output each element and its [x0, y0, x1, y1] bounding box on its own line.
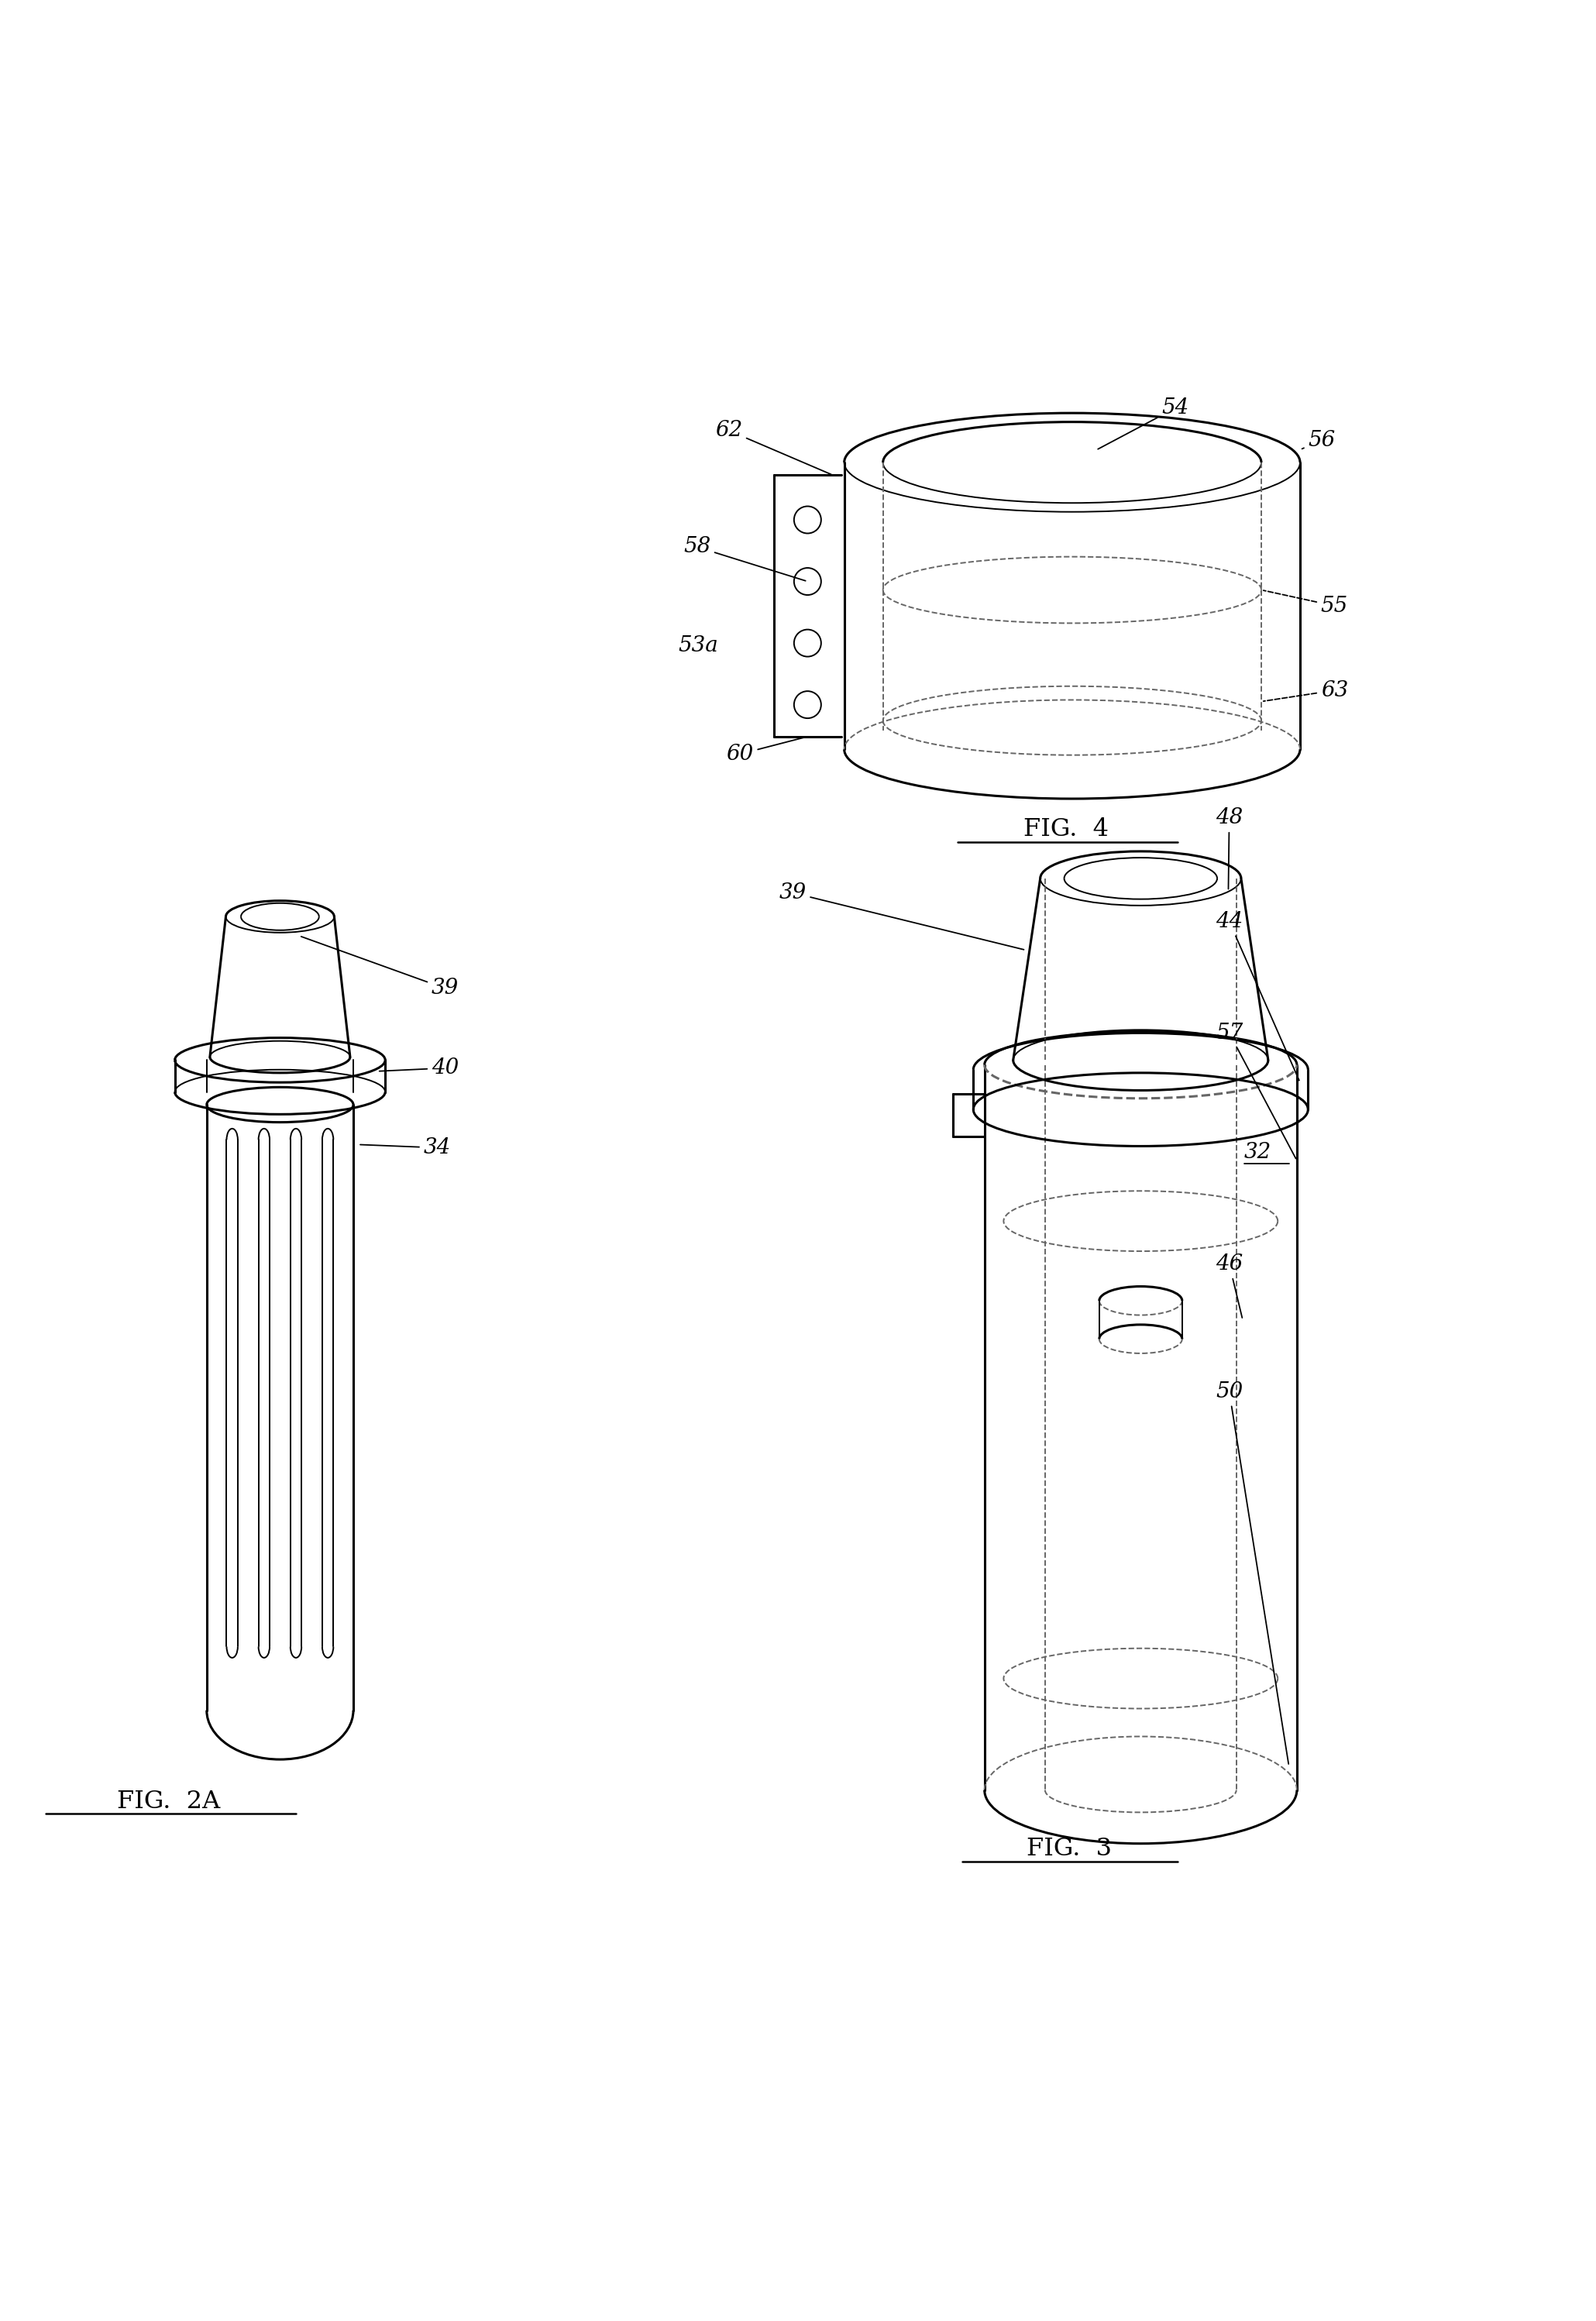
Text: 56: 56 [1302, 429, 1336, 450]
Text: 53a: 53a [678, 636, 718, 657]
Text: FIG.  3: FIG. 3 [1026, 1836, 1111, 1861]
Text: 34: 34 [361, 1137, 450, 1158]
Text: 50: 50 [1216, 1381, 1288, 1764]
Text: 44: 44 [1216, 910, 1299, 1082]
Text: 57: 57 [1216, 1024, 1296, 1158]
Text: 32: 32 [1245, 1142, 1272, 1163]
Text: 58: 58 [683, 536, 806, 580]
Text: 54: 54 [1098, 397, 1189, 448]
Text: 62: 62 [715, 420, 832, 473]
Text: 60: 60 [726, 738, 806, 764]
Text: 55: 55 [1264, 590, 1349, 617]
Text: 63: 63 [1264, 680, 1349, 701]
Text: 46: 46 [1216, 1253, 1243, 1318]
Text: FIG.  4: FIG. 4 [1023, 817, 1108, 840]
Text: 39: 39 [779, 882, 1023, 949]
Text: 48: 48 [1216, 808, 1243, 889]
Text: FIG.  2A: FIG. 2A [117, 1789, 220, 1813]
Text: 40: 40 [380, 1058, 458, 1079]
Text: 39: 39 [302, 935, 458, 998]
